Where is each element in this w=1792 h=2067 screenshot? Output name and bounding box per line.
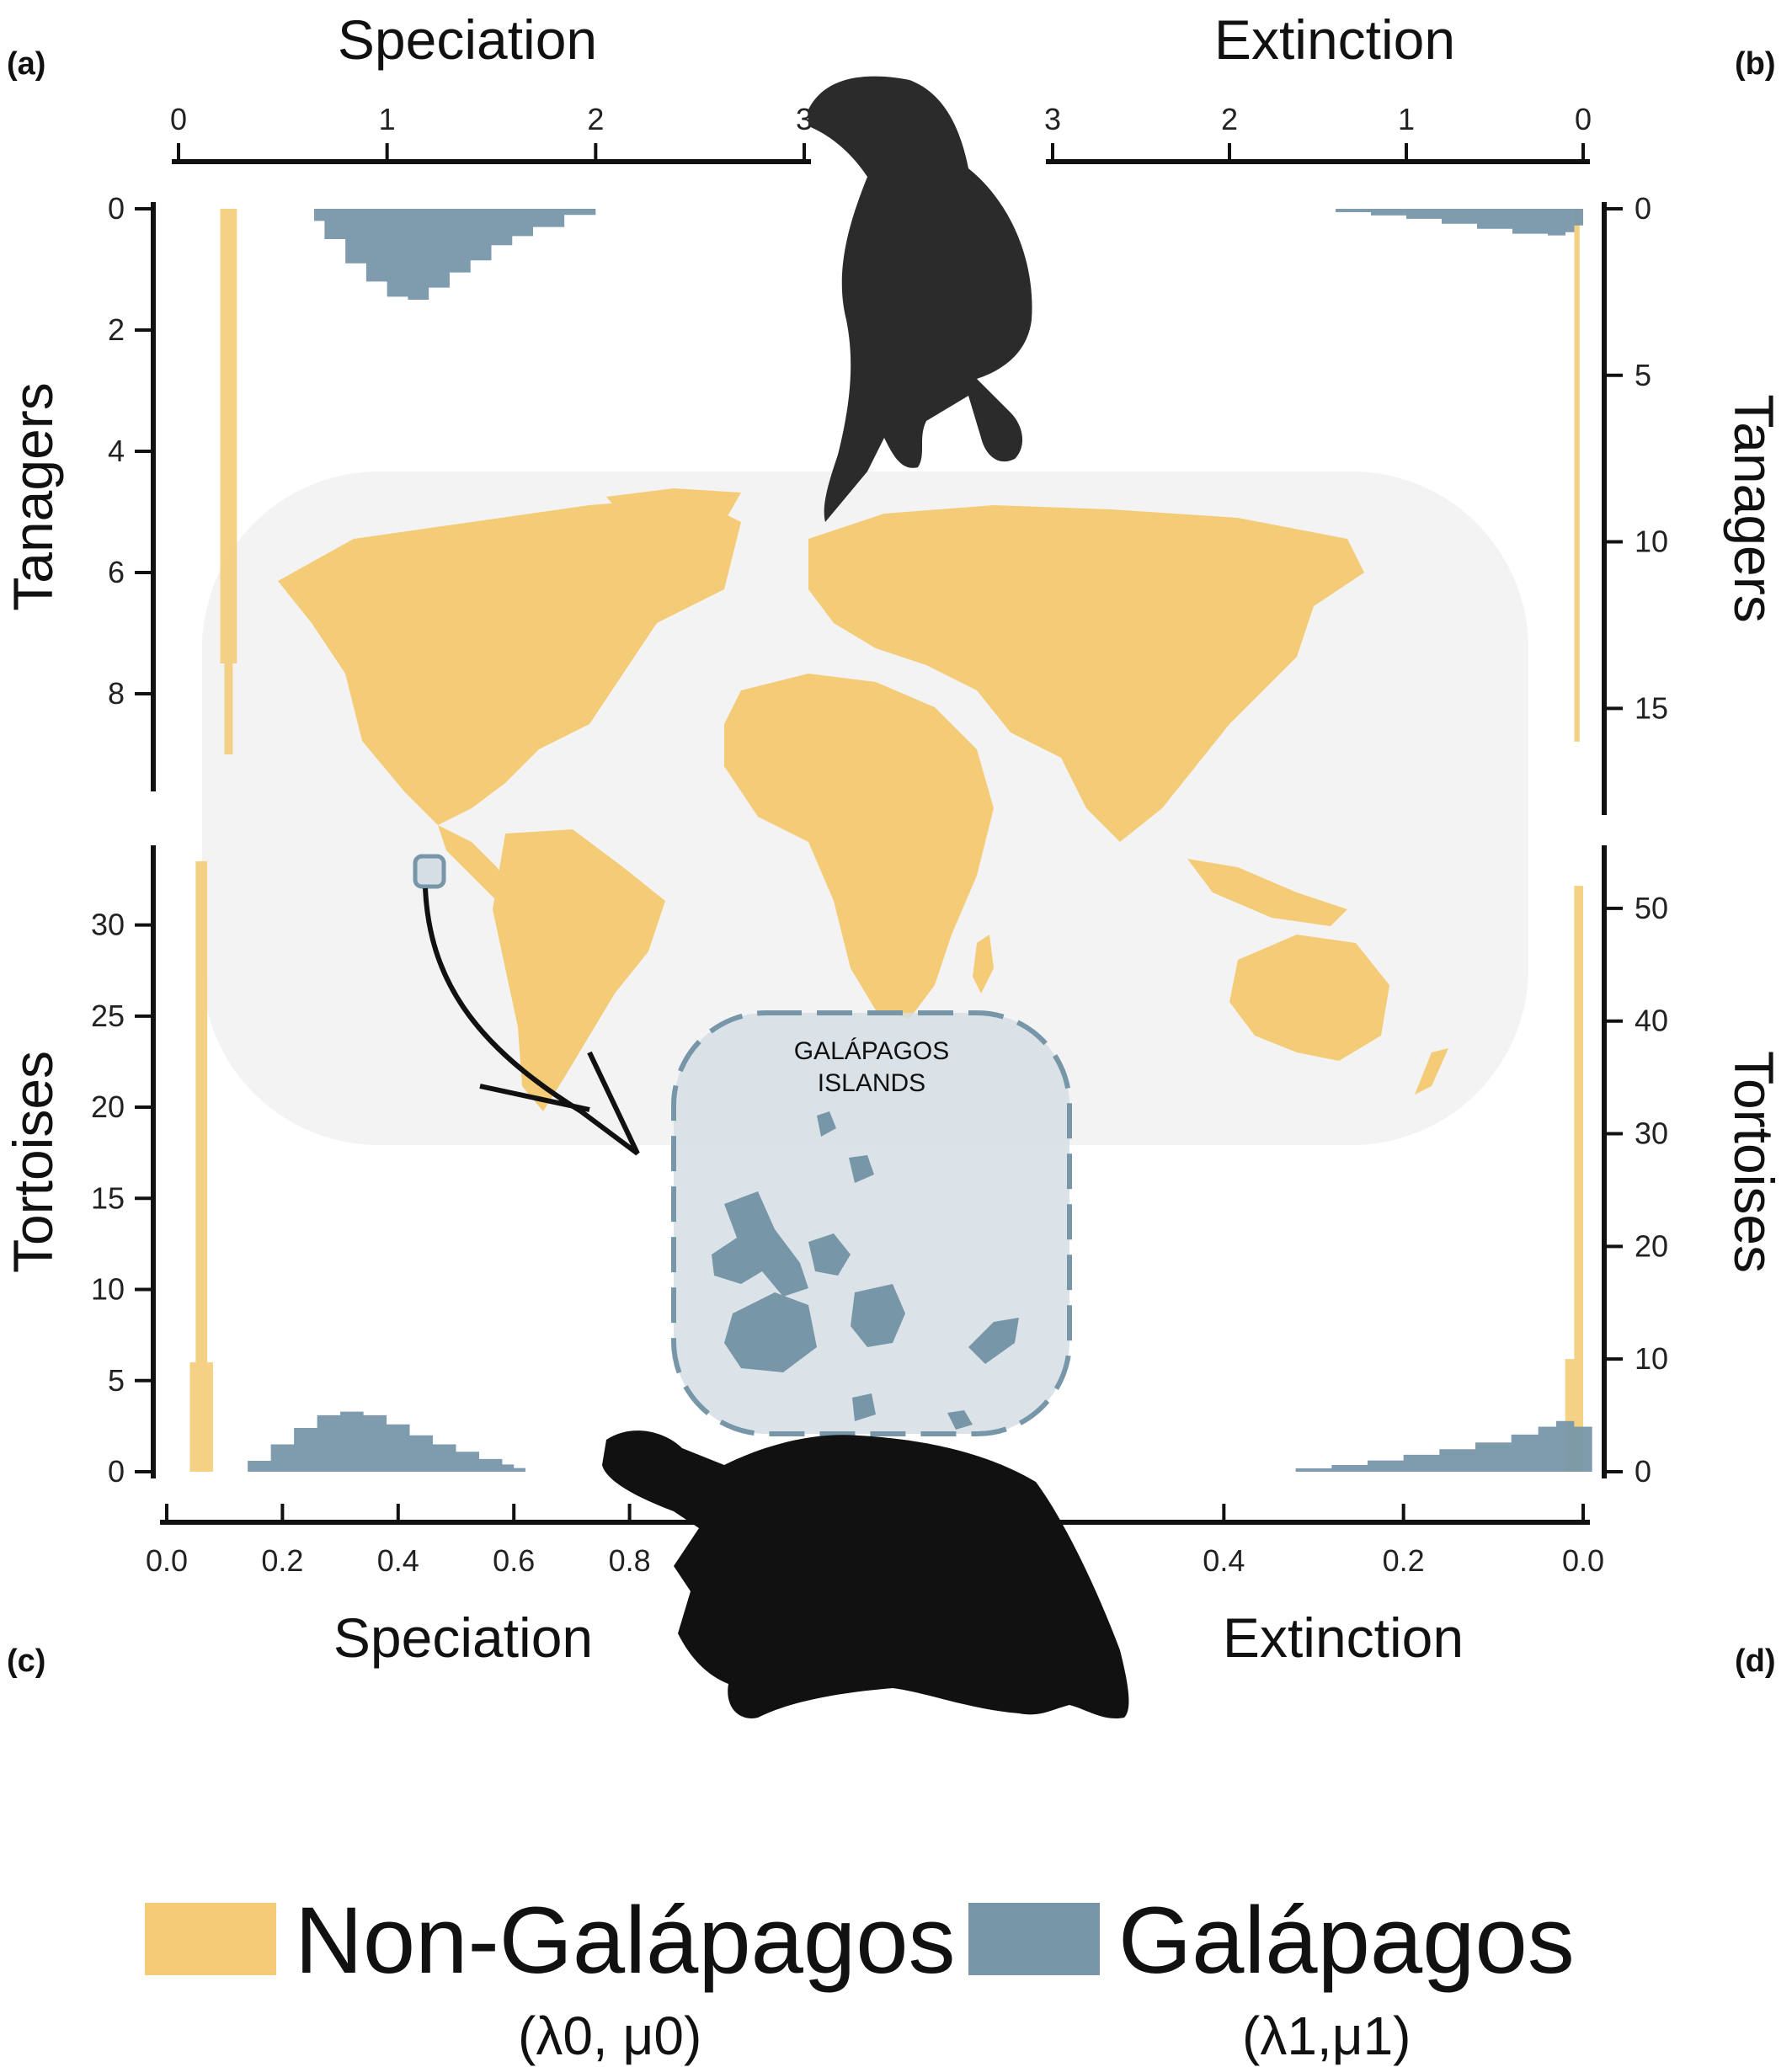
x-tick-label: 0.0 xyxy=(1562,1543,1604,1578)
bird-silhouette-icon xyxy=(808,76,1032,522)
x-axis-title: Extinction xyxy=(1223,1606,1464,1669)
y-tick-label: 5 xyxy=(1635,358,1651,392)
tortoise-silhouette-icon xyxy=(602,1430,1129,1719)
x-tick-label: 0.2 xyxy=(261,1543,303,1578)
new-zealand-shape xyxy=(1415,1048,1448,1095)
x-tick-label: 0.6 xyxy=(493,1543,535,1578)
legend-params-non-galapagos: (λ0, μ0) xyxy=(518,2006,701,2066)
galapagos-marker xyxy=(413,854,446,889)
y-tick-label: 30 xyxy=(1635,1116,1668,1151)
legend-label-galapagos: Galápagos xyxy=(1118,1888,1575,1993)
y-tick-label: 4 xyxy=(108,434,125,468)
series-area-non-galapagos xyxy=(189,860,213,1472)
y-tick-label: 0 xyxy=(1635,191,1651,226)
callout-arrow xyxy=(423,887,640,1156)
y-tick-label: 15 xyxy=(1635,690,1668,725)
y-tick-label: 20 xyxy=(91,1089,125,1124)
x-axis-title: Speciation xyxy=(338,8,597,71)
y-tick-label: 0 xyxy=(108,1454,125,1489)
x-tick-label: 0 xyxy=(170,102,187,136)
y-tick-label: 40 xyxy=(1635,1004,1668,1038)
x-tick-label: 0.2 xyxy=(1383,1543,1425,1578)
series-area-non-galapagos xyxy=(1574,209,1580,742)
south-america-shape xyxy=(493,829,665,1111)
world-map-icon xyxy=(202,471,1528,1145)
legend-swatch-galapagos xyxy=(968,1903,1100,1975)
africa-shape xyxy=(724,674,994,1019)
x-tick-label: 0.4 xyxy=(1203,1543,1245,1578)
eurasia-shape xyxy=(808,505,1364,842)
x-tick-label: 2 xyxy=(587,102,604,136)
series-area-galapagos xyxy=(248,1411,525,1472)
north-america-shape xyxy=(278,497,741,825)
y-tick-label: 8 xyxy=(108,676,125,711)
panel-tag-c: (c) xyxy=(7,1643,45,1679)
x-tick-label: 1 xyxy=(1398,102,1415,136)
galapagos-inset: GALÁPAGOS ISLANDS xyxy=(413,854,1072,1436)
panel-tag-a: (a) xyxy=(7,46,45,82)
series-area-non-galapagos xyxy=(220,209,237,754)
y-axis-title: Tortoises xyxy=(1723,1051,1785,1273)
y-axis-title: Tortoises xyxy=(2,1051,64,1273)
series-area-non-galapagos xyxy=(1565,886,1583,1472)
legend-params-galapagos: (λ1,μ1) xyxy=(1242,2006,1411,2066)
series-area-galapagos xyxy=(1336,209,1583,236)
madagascar-shape xyxy=(973,935,994,994)
y-tick-label: 5 xyxy=(108,1363,125,1398)
y-axis-title: Tanagers xyxy=(2,382,64,611)
x-tick-label: 0.4 xyxy=(377,1543,419,1578)
series-area-galapagos xyxy=(1295,1420,1592,1472)
x-tick-label: 1 xyxy=(379,102,396,136)
galapagos-islands-icon xyxy=(712,1111,1019,1430)
y-tick-label: 50 xyxy=(1635,891,1668,925)
y-tick-label: 10 xyxy=(91,1272,125,1307)
central-america-shape xyxy=(438,825,514,901)
legend: Non-Galápagos (λ0, μ0) Galápagos (λ1,μ1) xyxy=(145,1888,1575,2066)
y-tick-label: 20 xyxy=(1635,1228,1668,1263)
x-tick-label: 0 xyxy=(1575,102,1592,136)
x-axis-title: Speciation xyxy=(333,1606,593,1669)
inset-label-line1: GALÁPAGOS xyxy=(794,1037,950,1065)
y-tick-label: 0 xyxy=(108,191,125,226)
australia-shape xyxy=(1229,935,1389,1061)
x-axis-title: Extinction xyxy=(1214,8,1455,71)
y-tick-label: 2 xyxy=(108,312,125,347)
y-axis-title: Tanagers xyxy=(1723,394,1785,623)
x-tick-label: 0.8 xyxy=(609,1543,651,1578)
series-area-galapagos xyxy=(313,209,596,300)
x-tick-label: 2 xyxy=(1221,102,1238,136)
x-tick-label: 0.0 xyxy=(146,1543,188,1578)
y-tick-label: 15 xyxy=(91,1180,125,1215)
legend-label-non-galapagos: Non-Galápagos xyxy=(295,1888,956,1993)
y-tick-label: 30 xyxy=(91,908,125,942)
y-tick-label: 10 xyxy=(1635,525,1668,559)
y-tick-label: 10 xyxy=(1635,1341,1668,1376)
y-tick-label: 25 xyxy=(91,999,125,1033)
x-tick-label: 3 xyxy=(1044,102,1061,136)
se-asia-shape xyxy=(1187,859,1347,926)
panel-tag-b: (b) xyxy=(1735,46,1776,82)
y-tick-label: 6 xyxy=(108,555,125,589)
greenland-shape xyxy=(606,488,741,539)
y-tick-label: 0 xyxy=(1635,1454,1651,1489)
panel-tag-d: (d) xyxy=(1735,1643,1776,1679)
inset-label-line2: ISLANDS xyxy=(818,1069,925,1097)
legend-swatch-non-galapagos xyxy=(145,1903,276,1975)
chart-panel-3: 0.00.20.40.60.81.0051015202530Speciation… xyxy=(2,845,766,1669)
